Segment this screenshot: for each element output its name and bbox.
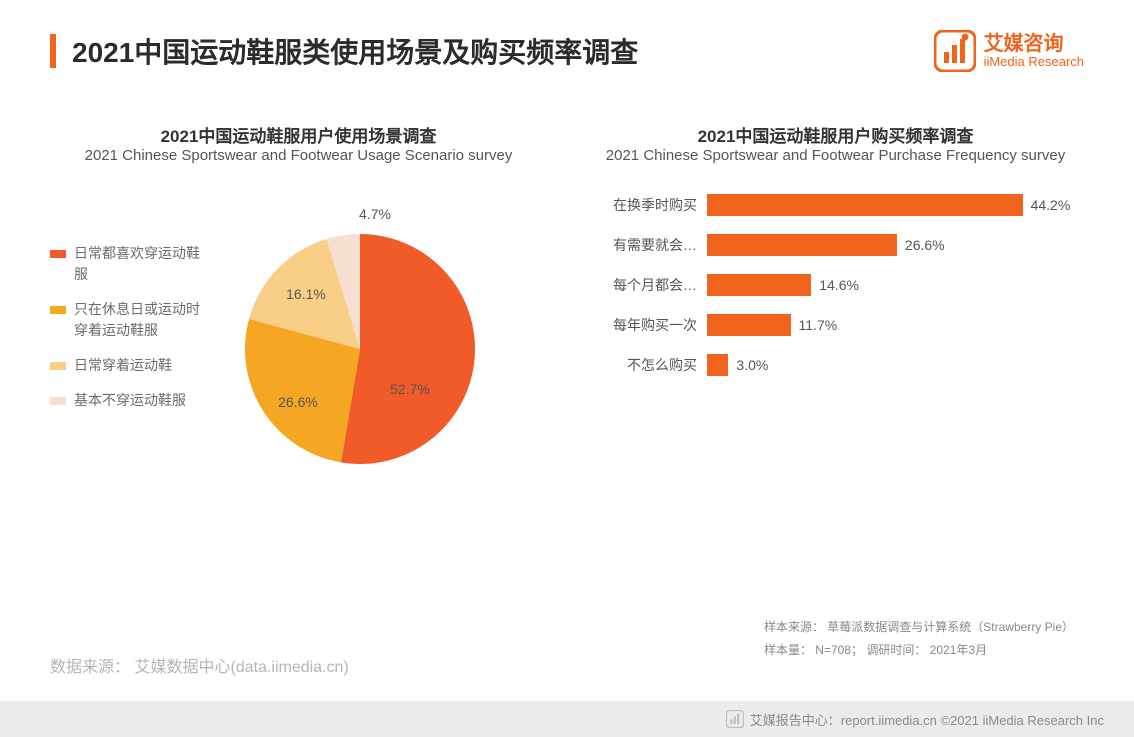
bar-row: 不怎么购买 3.0% bbox=[587, 354, 1064, 376]
sample-source-label: 样本来源： bbox=[764, 620, 824, 634]
bar-category-label: 有需要就会… bbox=[587, 235, 707, 255]
legend-label: 日常都喜欢穿运动鞋服 bbox=[74, 243, 210, 285]
legend-item: 基本不穿运动鞋服 bbox=[50, 390, 210, 411]
sample-size-label: 样本量： bbox=[764, 643, 812, 657]
legend-swatch bbox=[50, 250, 66, 258]
legend-swatch bbox=[50, 362, 66, 370]
pie-slice-label: 52.7% bbox=[390, 381, 430, 397]
bar-value-label: 14.6% bbox=[819, 277, 859, 293]
pie-slice bbox=[341, 234, 475, 464]
content-area: 2021中国运动鞋服用户使用场景调查 2021 Chinese Sportswe… bbox=[0, 82, 1134, 484]
pie-slice-label: 16.1% bbox=[286, 286, 326, 302]
bar-track: 26.6% bbox=[707, 234, 1064, 256]
pie-title-cn: 2021中国运动鞋服用户使用场景调查 bbox=[50, 122, 547, 147]
legend-swatch bbox=[50, 306, 66, 314]
bar-panel: 2021中国运动鞋服用户购买频率调查 2021 Chinese Sportswe… bbox=[587, 122, 1084, 484]
legend-swatch bbox=[50, 397, 66, 405]
bar-title-block: 2021中国运动鞋服用户购买频率调查 2021 Chinese Sportswe… bbox=[587, 122, 1084, 164]
bar-track: 3.0% bbox=[707, 354, 1064, 376]
bar-chart: 在换季时购买44.2%有需要就会…26.6%每个月都会…14.6%每年购买一次1… bbox=[587, 184, 1084, 404]
page-title: 2021中国运动鞋服类使用场景及购买频率调查 bbox=[72, 31, 638, 71]
bar-category-label: 在换季时购买 bbox=[587, 195, 707, 215]
bar-value-label: 3.0% bbox=[736, 357, 768, 373]
bar-fill bbox=[707, 274, 811, 296]
pie-chart: 52.7% 26.6% 16.1% 4.7% bbox=[210, 184, 510, 484]
footer-text: 艾媒报告中心：report.iimedia.cn ©2021 iiMedia R… bbox=[750, 710, 1104, 729]
pie-legend: 日常都喜欢穿运动鞋服只在休息日或运动时穿着运动鞋服日常穿着运动鞋基本不穿运动鞋服 bbox=[50, 243, 210, 425]
data-source-label: 数据来源： bbox=[50, 659, 130, 676]
pie-title-en: 2021 Chinese Sportswear and Footwear Usa… bbox=[50, 147, 547, 164]
bar-fill bbox=[707, 234, 897, 256]
data-source-value: 艾媒数据中心(data.iimedia.cn) bbox=[134, 659, 348, 676]
title-block: 2021中国运动鞋服类使用场景及购买频率调查 bbox=[50, 31, 638, 71]
bar-fill bbox=[707, 194, 1023, 216]
sample-size-value: N=708； bbox=[815, 643, 863, 657]
footer-logo-icon bbox=[726, 710, 744, 728]
survey-time-label: 调研时间： bbox=[866, 643, 926, 657]
sample-notes: 样本来源： 草莓派数据调查与计算系统（Strawberry Pie） 样本量： … bbox=[764, 616, 1074, 662]
bar-row: 在换季时购买44.2% bbox=[587, 194, 1064, 216]
bar-category-label: 每个月都会… bbox=[587, 275, 707, 295]
bar-value-label: 11.7% bbox=[799, 317, 838, 333]
iimedia-logo-icon bbox=[934, 30, 976, 72]
bar-title-cn: 2021中国运动鞋服用户购买频率调查 bbox=[587, 122, 1084, 147]
bar-category-label: 每年购买一次 bbox=[587, 315, 707, 335]
accent-bar bbox=[50, 34, 56, 68]
logo-text-cn: 艾媒咨询 bbox=[984, 33, 1084, 55]
legend-item: 日常穿着运动鞋 bbox=[50, 355, 210, 376]
survey-time-value: 2021年3月 bbox=[930, 643, 987, 657]
footer-bar: 艾媒报告中心：report.iimedia.cn ©2021 iiMedia R… bbox=[0, 701, 1134, 737]
bar-track: 11.7% bbox=[707, 314, 1064, 336]
pie-panel: 2021中国运动鞋服用户使用场景调查 2021 Chinese Sportswe… bbox=[50, 122, 547, 484]
bar-track: 14.6% bbox=[707, 274, 1064, 296]
legend-label: 只在休息日或运动时穿着运动鞋服 bbox=[74, 299, 210, 341]
pie-slice-label: 26.6% bbox=[278, 394, 318, 410]
bar-row: 每个月都会… 14.6% bbox=[587, 274, 1064, 296]
legend-label: 日常穿着运动鞋 bbox=[74, 355, 172, 376]
bar-fill bbox=[707, 354, 728, 376]
legend-label: 基本不穿运动鞋服 bbox=[74, 390, 186, 411]
brand-logo: 艾媒咨询 iiMedia Research bbox=[934, 30, 1084, 72]
bar-track: 44.2% bbox=[707, 194, 1064, 216]
bar-value-label: 44.2% bbox=[1031, 197, 1071, 213]
bar-row: 有需要就会… 26.6% bbox=[587, 234, 1064, 256]
bar-category-label: 不怎么购买 bbox=[587, 355, 707, 375]
bar-fill bbox=[707, 314, 791, 336]
data-source: 数据来源： 艾媒数据中心(data.iimedia.cn) bbox=[50, 653, 349, 677]
logo-text-en: iiMedia Research bbox=[984, 55, 1084, 69]
sample-source-value: 草莓派数据调查与计算系统（Strawberry Pie） bbox=[827, 620, 1074, 634]
header: 2021中国运动鞋服类使用场景及购买频率调查 艾媒咨询 iiMedia Rese… bbox=[0, 0, 1134, 82]
legend-item: 只在休息日或运动时穿着运动鞋服 bbox=[50, 299, 210, 341]
bar-value-label: 26.6% bbox=[905, 237, 945, 253]
pie-svg bbox=[210, 184, 510, 484]
bar-row: 每年购买一次 11.7% bbox=[587, 314, 1064, 336]
pie-slice-label: 4.7% bbox=[359, 206, 391, 222]
legend-item: 日常都喜欢穿运动鞋服 bbox=[50, 243, 210, 285]
pie-title-block: 2021中国运动鞋服用户使用场景调查 2021 Chinese Sportswe… bbox=[50, 122, 547, 164]
bar-title-en: 2021 Chinese Sportswear and Footwear Pur… bbox=[587, 147, 1084, 164]
